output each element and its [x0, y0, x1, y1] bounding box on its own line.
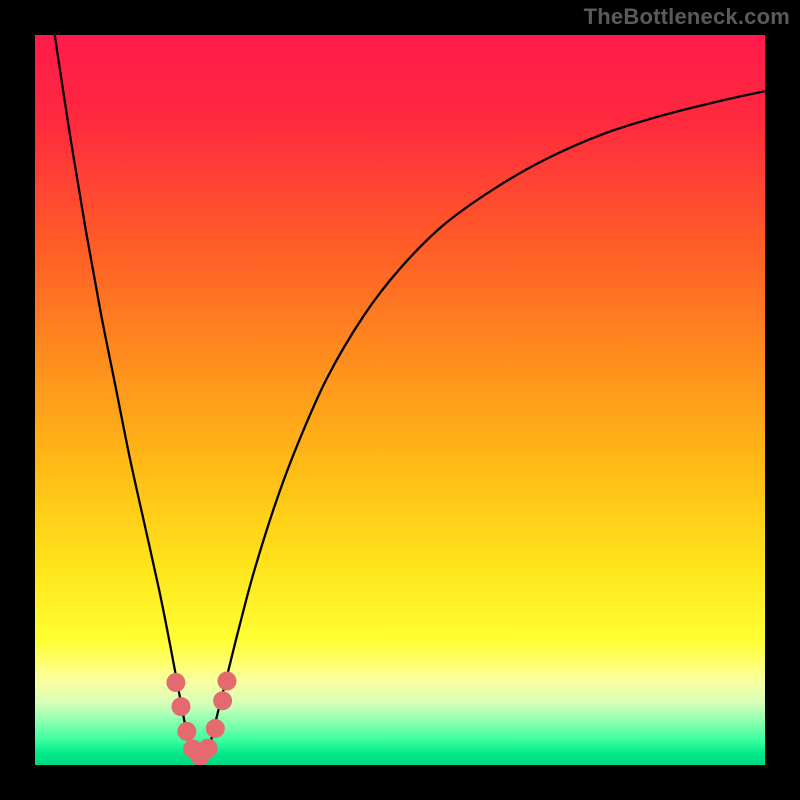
optimum-marker	[199, 739, 218, 758]
chart-container: TheBottleneck.com	[0, 0, 800, 800]
optimum-marker	[166, 673, 185, 692]
plot-background	[35, 35, 765, 765]
optimum-marker	[172, 697, 191, 716]
optimum-marker	[213, 691, 232, 710]
optimum-marker	[217, 672, 236, 691]
optimum-marker	[177, 722, 196, 741]
optimum-marker	[206, 719, 225, 738]
bottleneck-chart	[0, 0, 800, 800]
